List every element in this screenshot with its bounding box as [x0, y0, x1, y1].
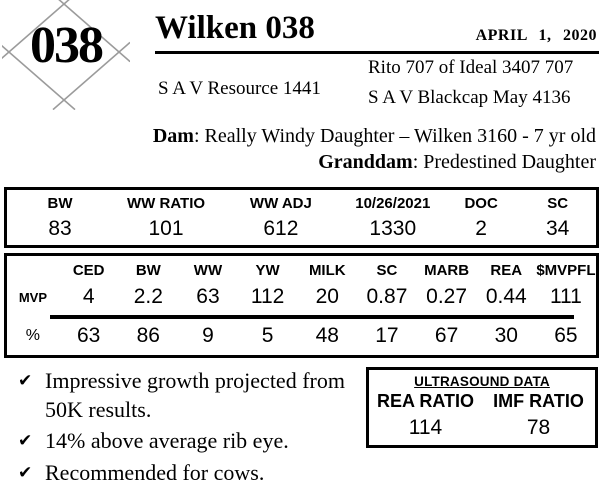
epd-row-divider — [50, 315, 574, 319]
sire-sire-name: Rito 707 of Ideal 3407 707 — [368, 57, 574, 78]
lot-number: 038 — [30, 17, 104, 74]
cell-value: 5 — [261, 324, 274, 347]
column-header: WW RATIO — [127, 195, 206, 212]
epd-percent-row: % 63 86 9 5 48 17 67 30 65 — [7, 321, 596, 351]
cell-value: 34 — [546, 217, 570, 240]
cell-value: 20 — [315, 285, 339, 308]
sire-name: S A V Resource 1441 — [158, 78, 321, 99]
cell-value: 9 — [202, 324, 214, 347]
granddam-line: Granddam: Predestined Daughter — [0, 151, 596, 174]
granddam-label: Granddam — [318, 151, 413, 173]
cell-value: 65 — [554, 324, 578, 347]
epd-table: CED BW WW YW MILK SC MARB REA $MVPFL MVP… — [4, 253, 599, 358]
column-header: YW — [255, 262, 280, 279]
cell-value: 0.44 — [485, 285, 527, 308]
column-header: IMF RATIO — [493, 391, 584, 411]
performance-table: BW WW RATIO WW ADJ 10/26/2021 DOC SC 83 … — [4, 187, 599, 248]
column-header: DOC — [464, 195, 498, 212]
cell-value: 63 — [76, 324, 101, 347]
diamond-x-icon — [2, 0, 130, 110]
list-item: ✔ 14% above average rib eye. — [10, 426, 360, 456]
footnotes-list: ✔ Impressive growth projected from 50K r… — [10, 366, 360, 486]
footnote-text: Impressive growth projected from 50K res… — [45, 368, 345, 422]
column-header: BW — [135, 262, 161, 279]
dam-name: : Really Windy Daughter – Wilken 3160 - … — [193, 125, 596, 147]
cell-value: 67 — [434, 324, 459, 347]
cell-value: 0.27 — [426, 285, 468, 308]
dam-line: Dam: Really Windy Daughter – Wilken 3160… — [0, 125, 596, 148]
dam-label: Dam — [152, 125, 194, 147]
column-header: MARB — [424, 262, 470, 279]
cell-value: 114 — [408, 416, 443, 439]
column-header: CED — [72, 262, 105, 279]
footnote-text: Recommended for cows. — [45, 460, 265, 485]
cell-value: 2 — [475, 217, 487, 240]
page-title: Wilken 038 — [155, 10, 315, 46]
cell-value: 0.87 — [366, 285, 408, 308]
cell-value: 1330 — [369, 217, 417, 240]
column-header: SC — [376, 262, 398, 279]
cell-value: 2.2 — [133, 285, 163, 308]
column-header: REA RATIO — [377, 391, 474, 411]
column-header: REA — [490, 262, 523, 279]
column-header: BW — [47, 195, 73, 212]
column-header: 10/26/2021 — [355, 195, 431, 212]
cell-value: 63 — [196, 285, 220, 308]
title-rule — [155, 51, 599, 54]
cell-value: 612 — [263, 217, 299, 240]
row-label: MVP — [18, 290, 47, 305]
lot-diamond: 038 — [2, 0, 130, 110]
column-header: WW — [193, 262, 223, 279]
cell-value: 17 — [375, 324, 399, 347]
row-label: % — [25, 327, 41, 344]
cell-value: 30 — [494, 324, 518, 347]
granddam-name: : Predestined Daughter — [412, 151, 596, 173]
checkmark-icon: ✔ — [18, 431, 33, 451]
column-header: WW ADJ — [249, 195, 312, 212]
footnote-text: 14% above average rib eye. — [45, 428, 289, 453]
list-item: ✔ Recommended for cows. — [10, 458, 360, 486]
cell-value: 78 — [526, 416, 551, 439]
row-label-spacer — [7, 259, 59, 283]
cell-value: 83 — [48, 217, 72, 240]
ultrasound-value-row: 114 78 — [369, 413, 595, 443]
epd-mvp-row: MVP 4 2.2 63 112 20 0.87 0.27 0.44 111 — [7, 283, 596, 313]
cell-value: 48 — [315, 324, 339, 347]
performance-table-value-row: 83 101 612 1330 2 34 — [7, 215, 596, 243]
checkmark-icon: ✔ — [18, 371, 33, 391]
sire-dam-name: S A V Blackcap May 4136 — [368, 87, 571, 108]
cell-value: 4 — [82, 285, 95, 308]
cell-value: 101 — [148, 217, 184, 240]
column-header: MILK — [308, 262, 346, 279]
sale-date: APRIL 1, 2020 — [475, 27, 597, 44]
ultrasound-header-row: REA RATIO IMF RATIO — [369, 390, 595, 413]
column-header: SC — [547, 195, 569, 212]
checkmark-icon: ✔ — [18, 463, 33, 483]
cell-value: 112 — [250, 285, 285, 308]
cell-value: 111 — [549, 285, 582, 308]
epd-header-row: CED BW WW YW MILK SC MARB REA $MVPFL — [7, 256, 596, 283]
ultrasound-box: ULTRASOUND DATA REA RATIO IMF RATIO 114 … — [366, 367, 598, 448]
column-header: $MVPFL — [536, 262, 596, 279]
performance-table-header-row: BW WW RATIO WW ADJ 10/26/2021 DOC SC — [7, 190, 596, 215]
cell-value: 86 — [136, 324, 160, 347]
list-item: ✔ Impressive growth projected from 50K r… — [10, 366, 360, 424]
ultrasound-title: ULTRASOUND DATA — [414, 374, 550, 389]
